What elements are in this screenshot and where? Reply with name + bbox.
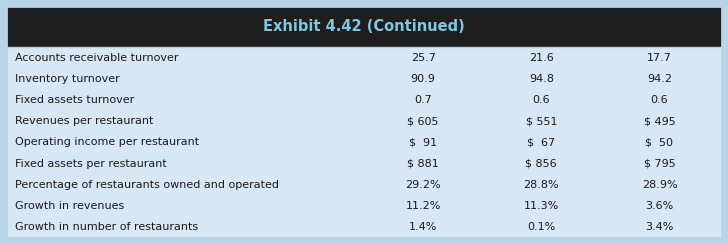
Text: Percentage of restaurants owned and operated: Percentage of restaurants owned and oper… (15, 180, 279, 190)
Bar (6, 47, 722, 238)
FancyBboxPatch shape (6, 6, 722, 238)
Text: 11.3%: 11.3% (523, 201, 559, 211)
Text: $ 551: $ 551 (526, 116, 557, 126)
Text: 21.6: 21.6 (529, 53, 553, 63)
Text: $ 605: $ 605 (408, 116, 439, 126)
Text: Growth in number of restaurants: Growth in number of restaurants (15, 222, 198, 232)
Text: Operating income per restaurant: Operating income per restaurant (15, 138, 199, 147)
Text: 25.7: 25.7 (411, 53, 435, 63)
Text: Accounts receivable turnover: Accounts receivable turnover (15, 53, 178, 63)
Text: Exhibit 4.42 (Continued): Exhibit 4.42 (Continued) (263, 19, 465, 34)
Text: $  67: $ 67 (527, 138, 555, 147)
Text: 94.2: 94.2 (647, 74, 672, 84)
Text: $  91: $ 91 (409, 138, 437, 147)
Text: $ 495: $ 495 (644, 116, 676, 126)
Text: 0.6: 0.6 (651, 95, 668, 105)
Text: 0.7: 0.7 (414, 95, 432, 105)
Text: 0.1%: 0.1% (527, 222, 555, 232)
Text: Growth in revenues: Growth in revenues (15, 201, 124, 211)
Text: Fixed assets turnover: Fixed assets turnover (15, 95, 134, 105)
Text: 90.9: 90.9 (411, 74, 435, 84)
Text: $ 795: $ 795 (644, 159, 676, 169)
Text: 94.8: 94.8 (529, 74, 554, 84)
Text: 11.2%: 11.2% (405, 201, 440, 211)
Text: 3.4%: 3.4% (645, 222, 673, 232)
Text: 1.4%: 1.4% (409, 222, 438, 232)
Text: Inventory turnover: Inventory turnover (15, 74, 119, 84)
Bar (6, 6, 722, 47)
Text: $ 856: $ 856 (526, 159, 557, 169)
Text: 28.9%: 28.9% (641, 180, 677, 190)
Text: Fixed assets per restaurant: Fixed assets per restaurant (15, 159, 166, 169)
Text: 17.7: 17.7 (647, 53, 672, 63)
Text: 0.6: 0.6 (532, 95, 550, 105)
Text: 3.6%: 3.6% (645, 201, 673, 211)
Bar (6, 6, 722, 47)
Text: $ 881: $ 881 (407, 159, 439, 169)
Text: $  50: $ 50 (646, 138, 673, 147)
Text: 29.2%: 29.2% (405, 180, 441, 190)
Text: Revenues per restaurant: Revenues per restaurant (15, 116, 153, 126)
Text: 28.8%: 28.8% (523, 180, 559, 190)
